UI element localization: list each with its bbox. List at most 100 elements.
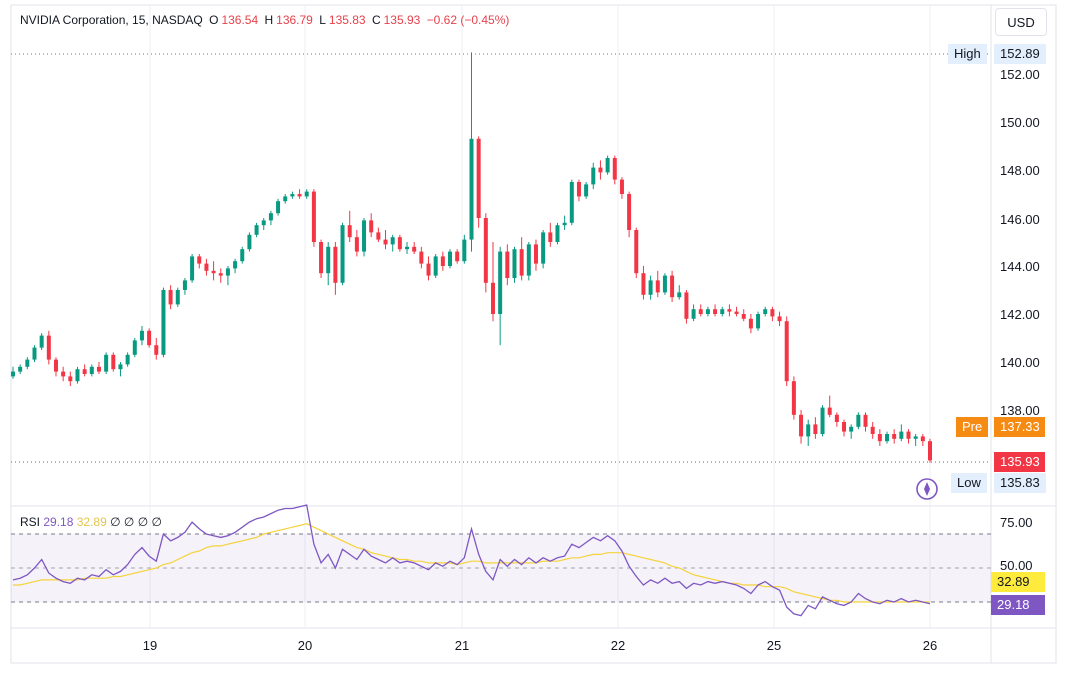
candle-body bbox=[276, 201, 281, 214]
candle-body bbox=[247, 234, 252, 250]
candle-body bbox=[354, 237, 359, 252]
candle-body bbox=[870, 426, 875, 434]
candle-body bbox=[190, 256, 195, 281]
candle-body bbox=[139, 330, 144, 341]
candle-body bbox=[426, 263, 431, 276]
candle-body bbox=[490, 282, 495, 314]
price-tick: 144.00 bbox=[1000, 259, 1040, 274]
candle-body bbox=[369, 220, 374, 233]
candle-body bbox=[53, 359, 58, 372]
candle-body bbox=[390, 237, 395, 245]
candle-body bbox=[18, 366, 23, 372]
candle-body bbox=[548, 232, 553, 242]
open-value: 136.54 bbox=[221, 13, 259, 27]
candle-body bbox=[433, 256, 438, 276]
currency-button[interactable]: USD bbox=[995, 8, 1047, 36]
chart-frame bbox=[10, 4, 1057, 664]
candle-body bbox=[541, 232, 546, 264]
last-price-tag: 135.93 bbox=[994, 452, 1045, 472]
candle-body bbox=[448, 251, 453, 266]
candle-body bbox=[827, 407, 832, 415]
candle-body bbox=[569, 182, 574, 223]
candle-body bbox=[333, 246, 338, 283]
candle-body bbox=[254, 225, 259, 235]
candle-body bbox=[376, 232, 381, 240]
candle-body bbox=[555, 225, 560, 242]
time-tick: 22 bbox=[610, 638, 626, 653]
candle-body bbox=[311, 191, 316, 242]
candle-body bbox=[154, 345, 159, 355]
candle-body bbox=[670, 275, 675, 298]
candle-body bbox=[505, 251, 510, 278]
price-tick: 138.00 bbox=[1000, 403, 1040, 418]
candle-body bbox=[698, 309, 703, 314]
rsi-extra-3: ∅ bbox=[137, 515, 149, 529]
low-tag-value: 135.83 bbox=[994, 473, 1046, 493]
candle-body bbox=[326, 246, 331, 274]
candle-body bbox=[834, 414, 839, 422]
candle-body bbox=[641, 273, 646, 295]
candle-body bbox=[168, 290, 173, 305]
candle-body bbox=[218, 273, 223, 276]
pre-tag-value: 137.33 bbox=[994, 417, 1045, 437]
candle-body bbox=[340, 225, 345, 283]
rsi-label: RSI bbox=[20, 515, 41, 529]
candle-body bbox=[118, 364, 123, 370]
time-tick: 26 bbox=[922, 638, 938, 653]
open-label: O bbox=[209, 13, 219, 27]
compass-icon[interactable] bbox=[916, 478, 938, 500]
candle-body bbox=[899, 431, 904, 439]
candle-body bbox=[111, 354, 116, 370]
candle-body bbox=[32, 347, 37, 360]
candle-body bbox=[684, 292, 689, 319]
low-value: 135.83 bbox=[328, 13, 366, 27]
candle-body bbox=[627, 194, 632, 230]
candle-body bbox=[104, 354, 109, 372]
candle-body bbox=[483, 218, 488, 283]
candle-body bbox=[820, 407, 825, 434]
candle-body bbox=[727, 309, 732, 312]
price-tick: 150.00 bbox=[1000, 115, 1040, 130]
low-label: L bbox=[319, 13, 326, 27]
candle-body bbox=[763, 309, 768, 314]
pre-tag-label: Pre bbox=[956, 417, 989, 437]
high-label: H bbox=[264, 13, 274, 27]
candle-body bbox=[756, 314, 761, 329]
candle-body bbox=[612, 158, 617, 180]
candle-body bbox=[11, 371, 15, 377]
candle-body bbox=[25, 359, 30, 367]
candle-body bbox=[799, 414, 804, 437]
symbol-name: NVIDIA Corporation, 15, NASDAQ bbox=[20, 13, 203, 27]
candle-body bbox=[182, 280, 187, 290]
candle-body bbox=[576, 182, 581, 197]
candle-body bbox=[125, 354, 130, 365]
candle-body bbox=[591, 167, 596, 185]
candle-body bbox=[741, 314, 746, 319]
candle-body bbox=[713, 309, 718, 314]
candle-body bbox=[885, 434, 890, 442]
candle-body bbox=[405, 246, 410, 250]
candle-body bbox=[920, 436, 925, 442]
candle-body bbox=[791, 381, 796, 415]
high-tag-label: High bbox=[948, 44, 987, 64]
candle-body bbox=[770, 309, 775, 317]
candle-body bbox=[362, 220, 367, 252]
candle-body bbox=[383, 239, 388, 245]
candle-body bbox=[75, 369, 80, 382]
candle-body bbox=[533, 244, 538, 264]
candle-body bbox=[61, 371, 66, 377]
symbol-legend: NVIDIA Corporation, 15, NASDAQ O 136.54 H… bbox=[20, 13, 512, 27]
candle-body bbox=[598, 167, 603, 173]
rsi-extra-1: ∅ bbox=[110, 515, 121, 529]
rsi-ma-tag: 32.89 bbox=[991, 572, 1045, 592]
rsi-extra-2: ∅ bbox=[123, 515, 135, 529]
candle-body bbox=[161, 290, 166, 355]
price-tick: 142.00 bbox=[1000, 307, 1040, 322]
candle-body bbox=[419, 251, 424, 264]
candle-body bbox=[648, 280, 653, 295]
candle-body bbox=[319, 242, 324, 274]
candle-body bbox=[906, 431, 911, 439]
time-tick: 20 bbox=[297, 638, 313, 653]
candle-body bbox=[913, 436, 918, 439]
